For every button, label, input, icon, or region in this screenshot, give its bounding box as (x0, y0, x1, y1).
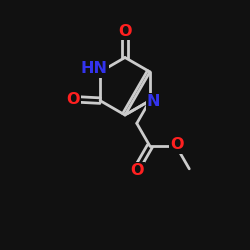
Text: O: O (118, 24, 132, 39)
Text: O: O (66, 92, 79, 107)
Text: HN: HN (80, 61, 107, 76)
Text: N: N (147, 94, 160, 110)
Text: O: O (171, 137, 184, 152)
Text: O: O (130, 163, 143, 178)
